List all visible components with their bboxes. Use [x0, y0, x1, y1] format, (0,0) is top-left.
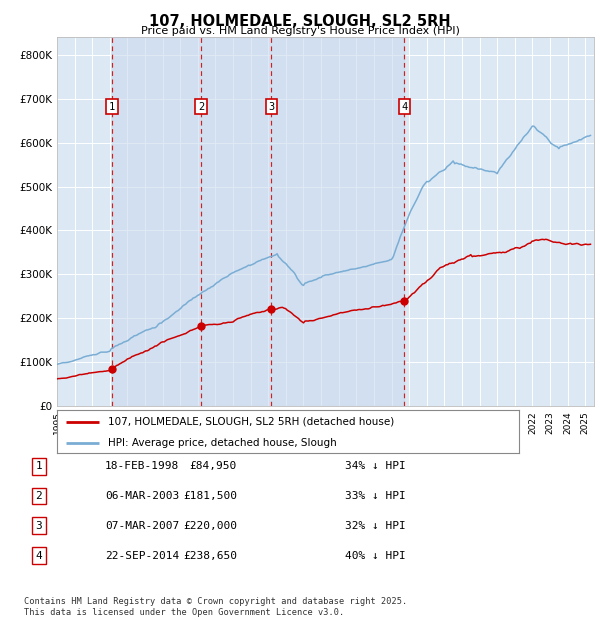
Text: 07-MAR-2007: 07-MAR-2007: [105, 521, 179, 531]
Text: 22-SEP-2014: 22-SEP-2014: [105, 551, 179, 560]
Text: 40% ↓ HPI: 40% ↓ HPI: [345, 551, 406, 560]
Text: 33% ↓ HPI: 33% ↓ HPI: [345, 491, 406, 501]
Text: 3: 3: [35, 521, 43, 531]
Text: 107, HOLMEDALE, SLOUGH, SL2 5RH: 107, HOLMEDALE, SLOUGH, SL2 5RH: [149, 14, 451, 29]
Text: £220,000: £220,000: [183, 521, 237, 531]
Text: £181,500: £181,500: [183, 491, 237, 501]
Text: 4: 4: [401, 102, 407, 112]
Text: £238,650: £238,650: [183, 551, 237, 560]
Text: 107, HOLMEDALE, SLOUGH, SL2 5RH (detached house): 107, HOLMEDALE, SLOUGH, SL2 5RH (detache…: [108, 417, 394, 427]
Text: 06-MAR-2003: 06-MAR-2003: [105, 491, 179, 501]
Text: 32% ↓ HPI: 32% ↓ HPI: [345, 521, 406, 531]
Text: 2: 2: [35, 491, 43, 501]
Bar: [112, 37, 404, 406]
Text: 1: 1: [35, 461, 43, 471]
Text: 3: 3: [268, 102, 275, 112]
Text: 1: 1: [109, 102, 115, 112]
Text: 34% ↓ HPI: 34% ↓ HPI: [345, 461, 406, 471]
Text: Contains HM Land Registry data © Crown copyright and database right 2025.
This d: Contains HM Land Registry data © Crown c…: [24, 598, 407, 617]
Text: HPI: Average price, detached house, Slough: HPI: Average price, detached house, Slou…: [108, 438, 337, 448]
Text: 4: 4: [35, 551, 43, 560]
Text: 18-FEB-1998: 18-FEB-1998: [105, 461, 179, 471]
Text: £84,950: £84,950: [190, 461, 237, 471]
Text: Price paid vs. HM Land Registry's House Price Index (HPI): Price paid vs. HM Land Registry's House …: [140, 26, 460, 36]
Text: 2: 2: [198, 102, 204, 112]
